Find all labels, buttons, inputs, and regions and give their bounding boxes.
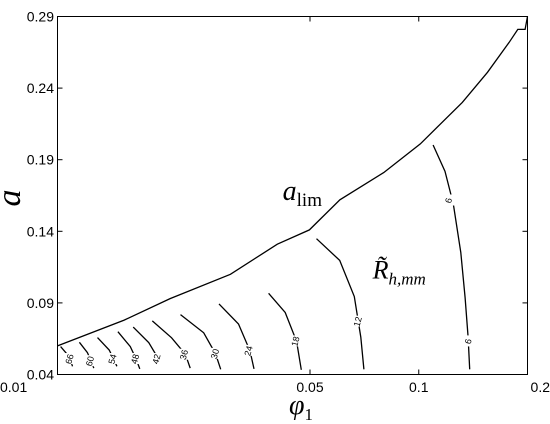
contour-annotation: R̃h,mm [372, 256, 426, 289]
x-tick-label: 0.2 [531, 379, 550, 395]
contour-label: 18 [289, 335, 301, 347]
contour-label: 36 [178, 349, 190, 361]
contour-label-bg [178, 348, 191, 360]
contour-line [268, 292, 302, 370]
contour-label-bg [83, 355, 96, 367]
contour-label: 6 [443, 197, 454, 204]
contour-label: 54 [106, 353, 118, 365]
plot-frame [57, 16, 528, 375]
contour-label-bg [129, 353, 142, 365]
y-tick-label: 0.14 [27, 223, 54, 239]
contour-label: 24 [242, 345, 254, 357]
contour-line [151, 320, 191, 369]
contour-label-bg [63, 353, 76, 365]
contour-label-bg [106, 353, 119, 365]
x-tick-label: 0.1 [409, 379, 429, 395]
x-tick-label: 0.05 [296, 379, 323, 395]
x-tick-label: 0.01 [0, 379, 27, 395]
contour-label: 6 [463, 338, 474, 345]
contour-label-bg [150, 353, 163, 365]
contour-label-bg [242, 344, 255, 356]
contour-label-bg [209, 347, 222, 359]
contour-label: 60 [84, 355, 96, 367]
y-axis-title: a [0, 190, 28, 207]
contour-line [218, 303, 255, 370]
contour-label: 12 [352, 316, 364, 328]
y-tick-label: 0.09 [27, 295, 54, 311]
boundary-label: alim [283, 176, 323, 211]
contour-label-bg [351, 315, 364, 327]
y-tick-label: 0.19 [27, 152, 54, 168]
contour-label-bg [462, 335, 475, 347]
x-axis-title: φ1 [289, 390, 313, 424]
boundary-line [57, 16, 529, 347]
contour-label-bg [289, 335, 302, 347]
contour-label: 66 [63, 353, 75, 365]
y-tick-label: 0.04 [27, 367, 54, 383]
contour-label: 42 [150, 353, 162, 365]
contour-label-bg [442, 194, 455, 206]
y-tick-label: 0.24 [27, 80, 54, 96]
contour-line [180, 314, 222, 370]
y-tick-label: 0.29 [27, 9, 54, 25]
contour-label: 48 [129, 353, 141, 365]
contour-label: 30 [209, 348, 221, 360]
contour-line [316, 238, 365, 370]
